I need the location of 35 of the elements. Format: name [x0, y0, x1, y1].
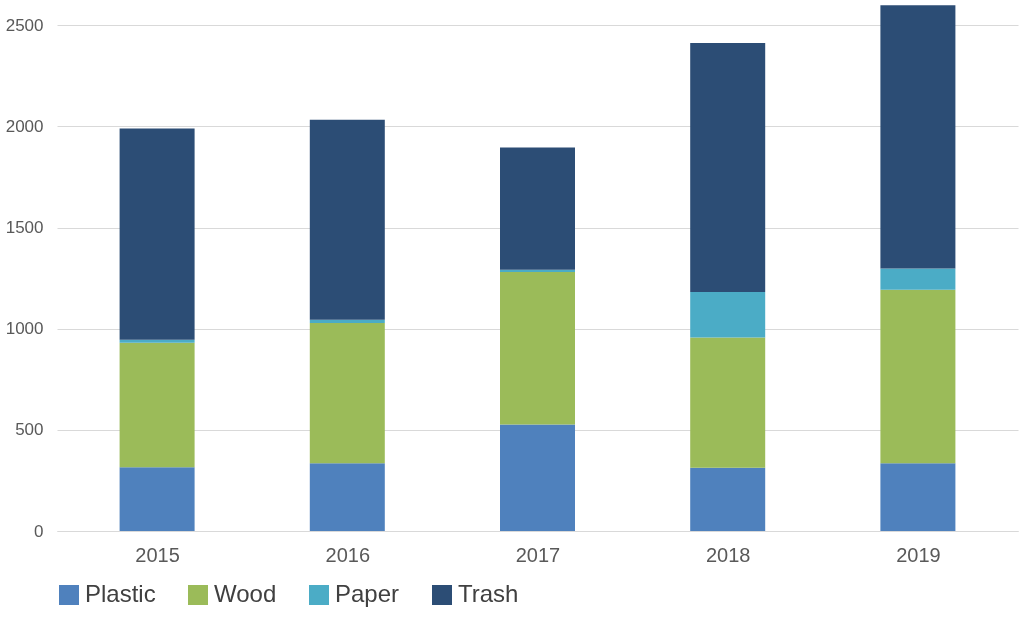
x-tick-label: 2019	[896, 543, 941, 566]
bar	[880, 289, 956, 464]
bar	[500, 272, 575, 425]
bar	[309, 463, 385, 531]
bar	[500, 147, 575, 270]
legend-label: Trash	[458, 580, 519, 607]
x-tick-label: 2018	[705, 543, 751, 566]
legend-label: Wood	[214, 580, 277, 607]
bar	[500, 269, 575, 273]
bar	[119, 339, 195, 343]
bar	[309, 119, 385, 320]
bar	[309, 319, 385, 324]
bar	[690, 292, 766, 338]
y-tick-label: 2500	[5, 15, 44, 35]
y-tick-label: 1500	[5, 218, 44, 238]
y-tick-label: 500	[15, 420, 44, 440]
legend-label: Paper	[335, 580, 400, 607]
bar	[690, 337, 766, 468]
legend-label: Plastic	[85, 580, 156, 607]
bar	[880, 5, 956, 269]
bar	[309, 323, 385, 464]
x-tick-label: 2016	[325, 543, 371, 566]
bar	[119, 128, 195, 340]
bar	[880, 268, 956, 290]
bar	[119, 467, 195, 531]
x-tick-label: 2015	[135, 543, 180, 566]
y-tick-label: 0	[34, 521, 44, 541]
bar	[119, 342, 195, 468]
bar	[880, 463, 956, 531]
y-tick-label: 1000	[5, 319, 44, 339]
x-tick-label: 2017	[515, 543, 561, 566]
bar	[690, 43, 766, 293]
bar	[690, 467, 766, 531]
y-tick-label: 2000	[5, 116, 44, 136]
bar	[500, 424, 575, 531]
